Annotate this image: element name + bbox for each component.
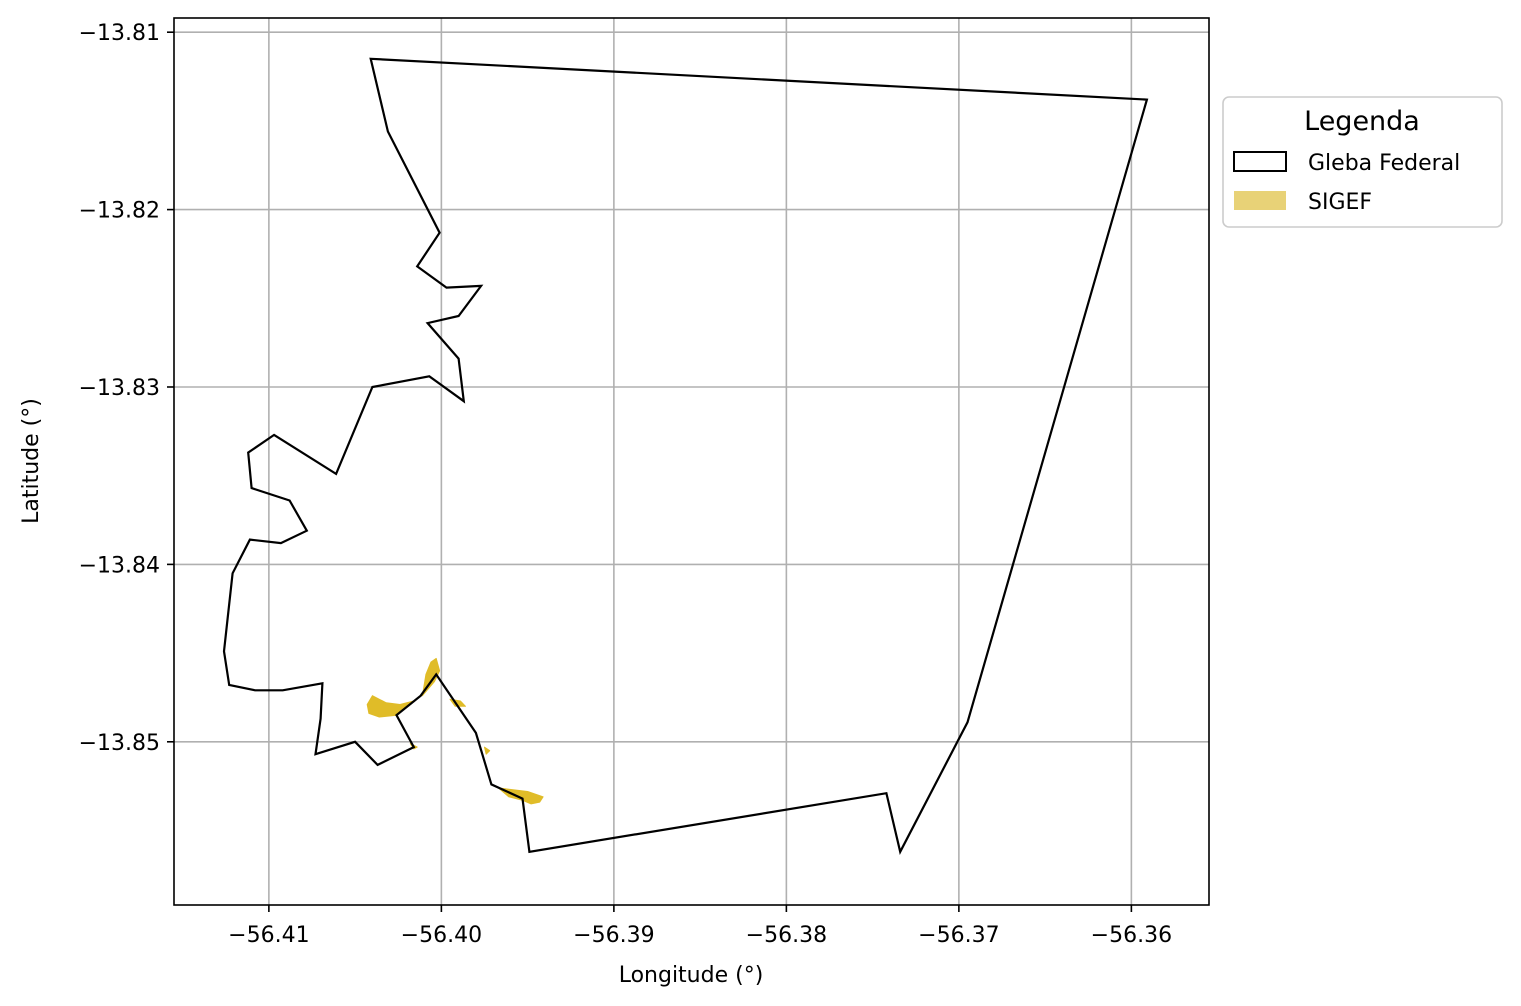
x-tick-label: −56.38 — [746, 923, 827, 948]
x-tick-label: −56.41 — [228, 923, 309, 948]
legend-swatch-sigef — [1234, 191, 1286, 210]
gleba-federal-polygon — [222, 57, 1149, 855]
legend-swatch-gleba-federal — [1233, 151, 1287, 172]
x-tick-label: −56.40 — [401, 923, 482, 948]
sigef-polygon — [484, 746, 491, 755]
legend-label-sigef: SIGEF — [1308, 190, 1372, 215]
x-tick-label: −56.37 — [918, 923, 999, 948]
y-axis-ticks: −13.81 −13.82 −13.83 −13.84 −13.85 — [79, 21, 174, 756]
legend: Legenda Gleba Federal SIGEF — [1222, 96, 1503, 228]
x-tick-label: −56.39 — [573, 923, 654, 948]
y-tick-label: −13.85 — [79, 731, 160, 756]
legend-box — [1222, 96, 1503, 228]
legend-label-gleba-federal: Gleba Federal — [1308, 151, 1460, 176]
y-axis-label: Latitude (°) — [19, 398, 44, 524]
x-tick-label: −56.36 — [1091, 923, 1172, 948]
x-axis-label: Longitude (°) — [619, 963, 764, 988]
y-tick-label: −13.84 — [79, 553, 160, 578]
y-tick-label: −13.81 — [79, 21, 160, 46]
y-tick-label: −13.82 — [79, 199, 160, 224]
legend-title: Legenda — [1304, 106, 1420, 137]
y-tick-label: −13.83 — [79, 376, 160, 401]
gleba-federal-layer — [222, 57, 1149, 855]
plot-frame — [173, 17, 1210, 906]
x-axis-ticks: −56.41 −56.40 −56.39 −56.38 −56.37 −56.36 — [228, 905, 1172, 948]
grid-lines — [174, 18, 1209, 905]
